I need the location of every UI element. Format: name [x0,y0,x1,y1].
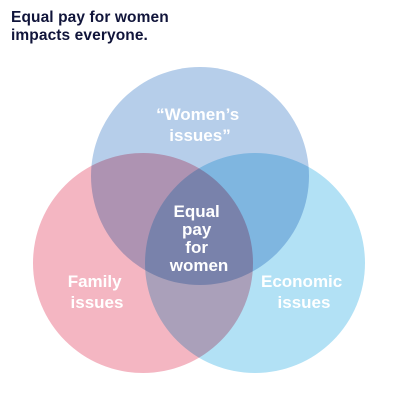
label-equal-pay-for-women: Equal pay for women [169,202,229,275]
label-womens-issues-line-1: “Women’s [156,105,239,124]
circle-economic-issues [145,153,365,373]
label-economic-issues: Economic issues [261,272,347,312]
headline: Equal pay for women impacts everyone. [11,9,311,45]
label-center-line-3: for [185,238,208,257]
headline-line-2: impacts everyone. [11,27,148,44]
label-center-line-2: pay [182,220,212,239]
label-womens-issues-line-2: issues” [169,126,230,145]
label-economic-issues-line-2: issues [278,293,331,312]
label-center-line-4: women [169,256,229,275]
label-womens-issues: “Women’s issues” [156,105,244,145]
label-family-issues-line-1: Family [68,272,122,291]
label-family-issues-line-2: issues [71,293,124,312]
label-economic-issues-line-1: Economic [261,272,342,291]
headline-line-1: Equal pay for women [11,9,169,26]
label-center-line-1: Equal [173,202,219,221]
label-family-issues: Family issues [68,272,127,312]
